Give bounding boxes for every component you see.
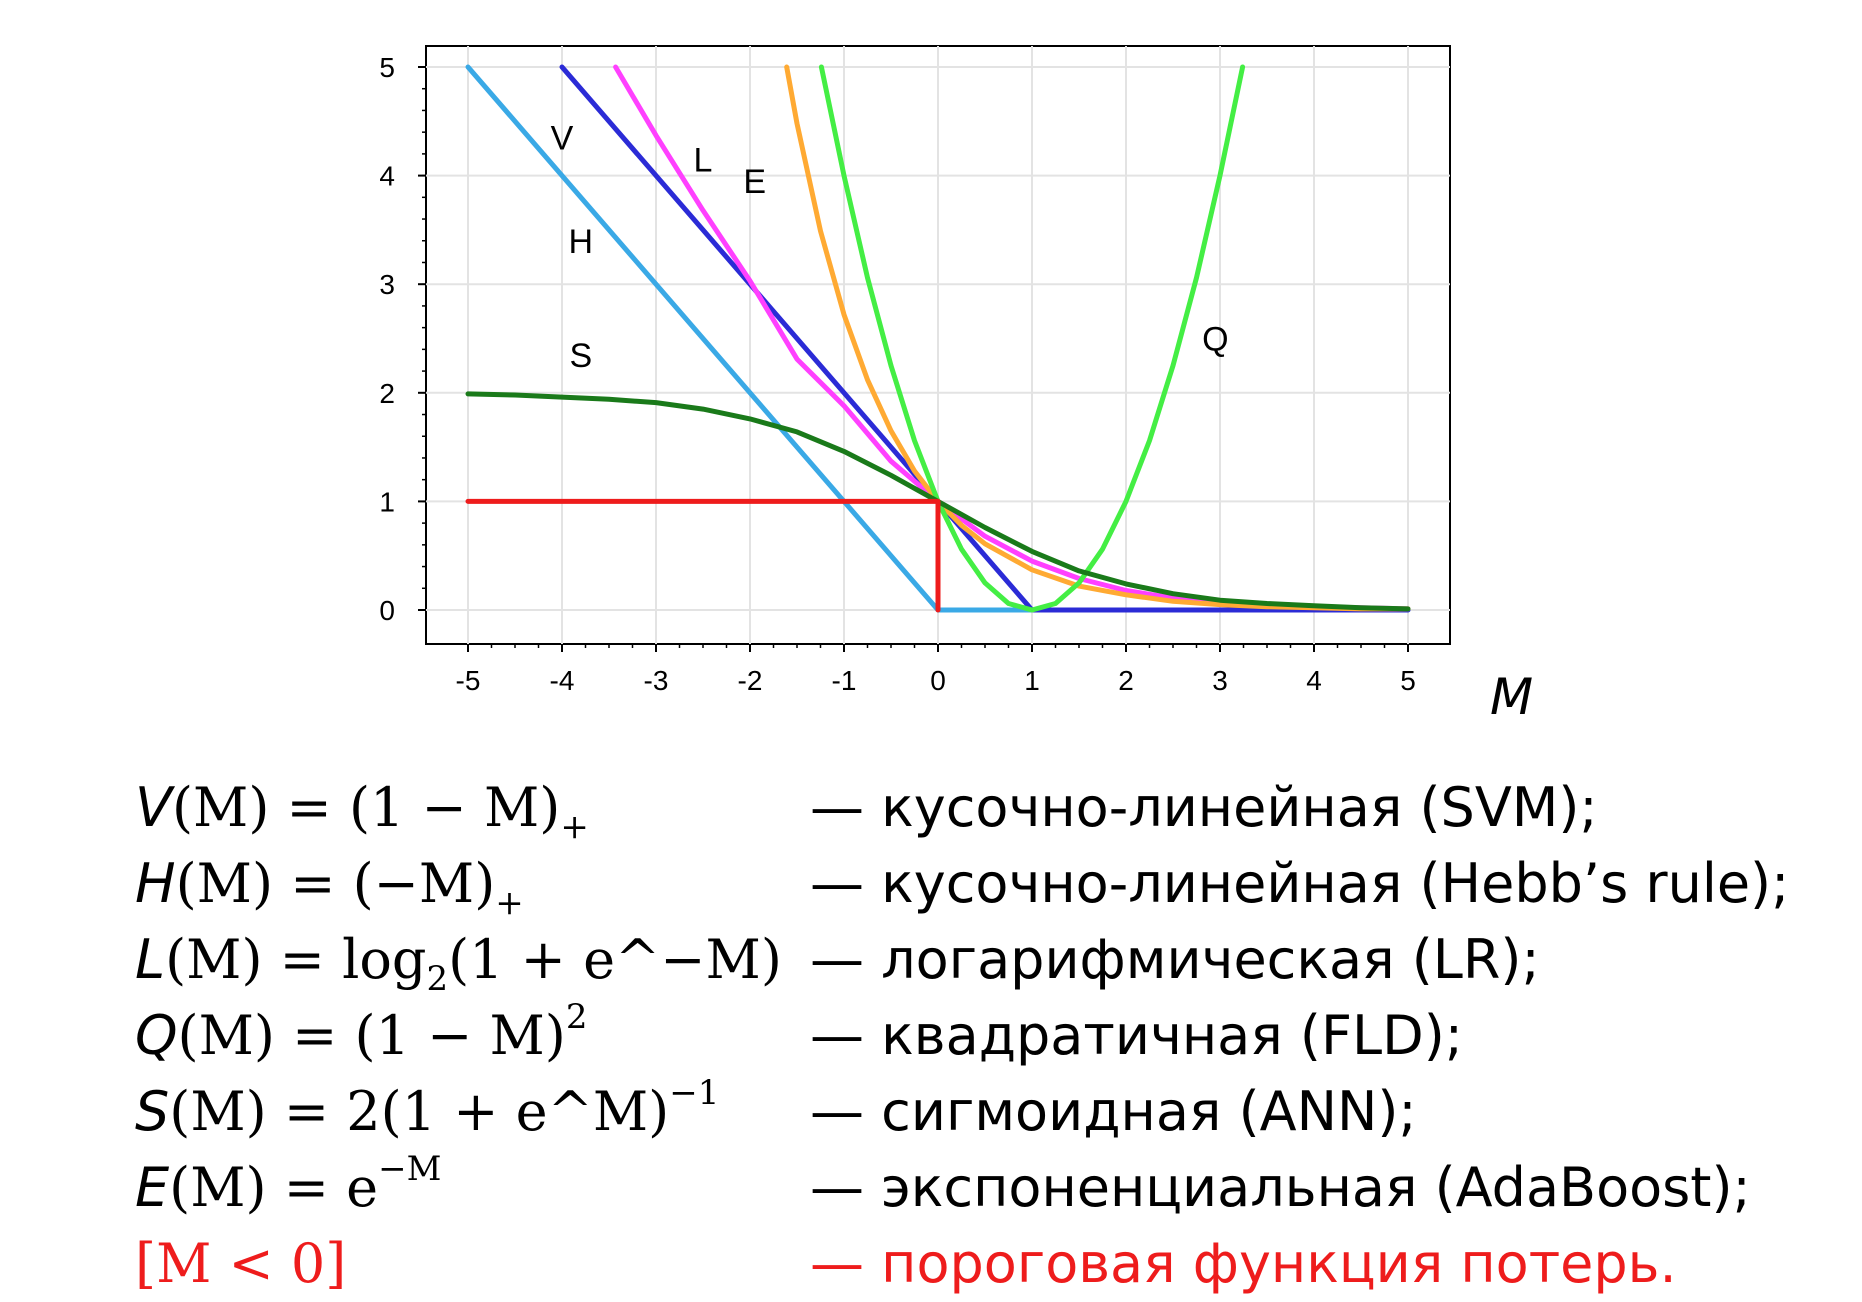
formula: L(M) = log2(1 + e^−M) [135, 922, 782, 998]
formula-tail: (1 + e^−M) [448, 928, 782, 991]
curve-label-s: S [569, 337, 592, 375]
formula-body: (M) = (1 − M) [171, 776, 561, 839]
curve-label-v: V [551, 120, 574, 158]
formula-body: (M) = e [169, 1156, 379, 1219]
x-tick-label: -1 [832, 665, 857, 696]
x-tick-label: 0 [930, 665, 946, 696]
curves [465, 64, 1411, 613]
x-axis-label: M [1490, 668, 1533, 726]
function-name: H [135, 852, 176, 915]
formula-subscript: + [560, 807, 589, 847]
formula: E(M) = e−M [135, 1150, 441, 1226]
y-tick-label: 5 [379, 52, 395, 83]
y-tick-label: 4 [379, 161, 395, 192]
y-tick-label: 1 [379, 486, 395, 517]
series-l [613, 64, 1411, 612]
formula: Q(M) = (1 − M)2 [135, 998, 588, 1074]
formula-subscript: 2 [426, 959, 449, 999]
x-tick-label: -3 [644, 665, 669, 696]
formula: V(M) = (1 − M)+ [135, 770, 589, 846]
curve-label-q: Q [1202, 321, 1228, 359]
curve-label-l: L [694, 141, 713, 179]
x-tick-label: -5 [456, 665, 481, 696]
equation-description: — кусочно-линейная (Hebb’s rule); [810, 852, 1790, 915]
series-e [784, 64, 1411, 612]
formula-body: [M < 0] [135, 1232, 347, 1295]
equation-description: — экспоненциальная (AdaBoost); [810, 1156, 1751, 1219]
formula-body: (M) = (1 − M) [177, 1004, 566, 1067]
series-q [818, 64, 1246, 613]
curve-label-e: E [743, 163, 766, 201]
curve-labels: V LE H S Q [551, 120, 1229, 375]
function-name: V [135, 776, 172, 839]
formula: H(M) = (−M)+ [135, 846, 524, 922]
formula-superscript: −M [378, 1149, 442, 1189]
equation-description: — пороговая функция потерь. [810, 1232, 1677, 1295]
function-name: L [135, 928, 166, 991]
formula-superscript: 2 [565, 997, 588, 1037]
x-tick-label: 4 [1306, 665, 1322, 696]
equation-description: — сигмоидная (ANN); [810, 1080, 1417, 1143]
y-tick-label: 0 [379, 595, 395, 626]
x-tick-label: 1 [1024, 665, 1040, 696]
x-tick-label: 2 [1118, 665, 1134, 696]
equation-description: — квадратичная (FLD); [810, 1004, 1463, 1067]
formula: S(M) = 2(1 + e^M)−1 [135, 1074, 719, 1150]
series-m-0 [465, 498, 941, 613]
equation-description: — кусочно-линейная (SVM); [810, 776, 1598, 839]
function-name: Q [135, 1004, 178, 1067]
x-tick-label: 3 [1212, 665, 1228, 696]
x-tick-label: 5 [1400, 665, 1416, 696]
formula-body: (M) = log [165, 928, 427, 991]
formula-subscript: + [495, 883, 524, 923]
x-tick-label: -4 [550, 665, 575, 696]
formula-body: (M) = (−M) [175, 852, 496, 915]
y-tick-label: 2 [379, 378, 395, 409]
loss-functions-chart: -5 -4 -3 -2 -1 0 1 2 3 4 5 0 1 2 3 4 5 V LE H S Q M [379, 45, 1533, 726]
formula-superscript: −1 [669, 1073, 720, 1113]
function-name: E [135, 1156, 170, 1219]
y-tick-label: 3 [379, 269, 395, 300]
curve-label-h: H [569, 223, 594, 261]
equation-description: — логарифмическая (LR); [810, 928, 1540, 991]
formula-body: (M) = 2(1 + e^M) [169, 1080, 670, 1143]
axes: -5 -4 -3 -2 -1 0 1 2 3 4 5 0 1 2 3 4 5 [379, 52, 1415, 696]
formula: [M < 0] [135, 1226, 346, 1302]
x-tick-label: -2 [738, 665, 763, 696]
function-name: S [135, 1080, 170, 1143]
